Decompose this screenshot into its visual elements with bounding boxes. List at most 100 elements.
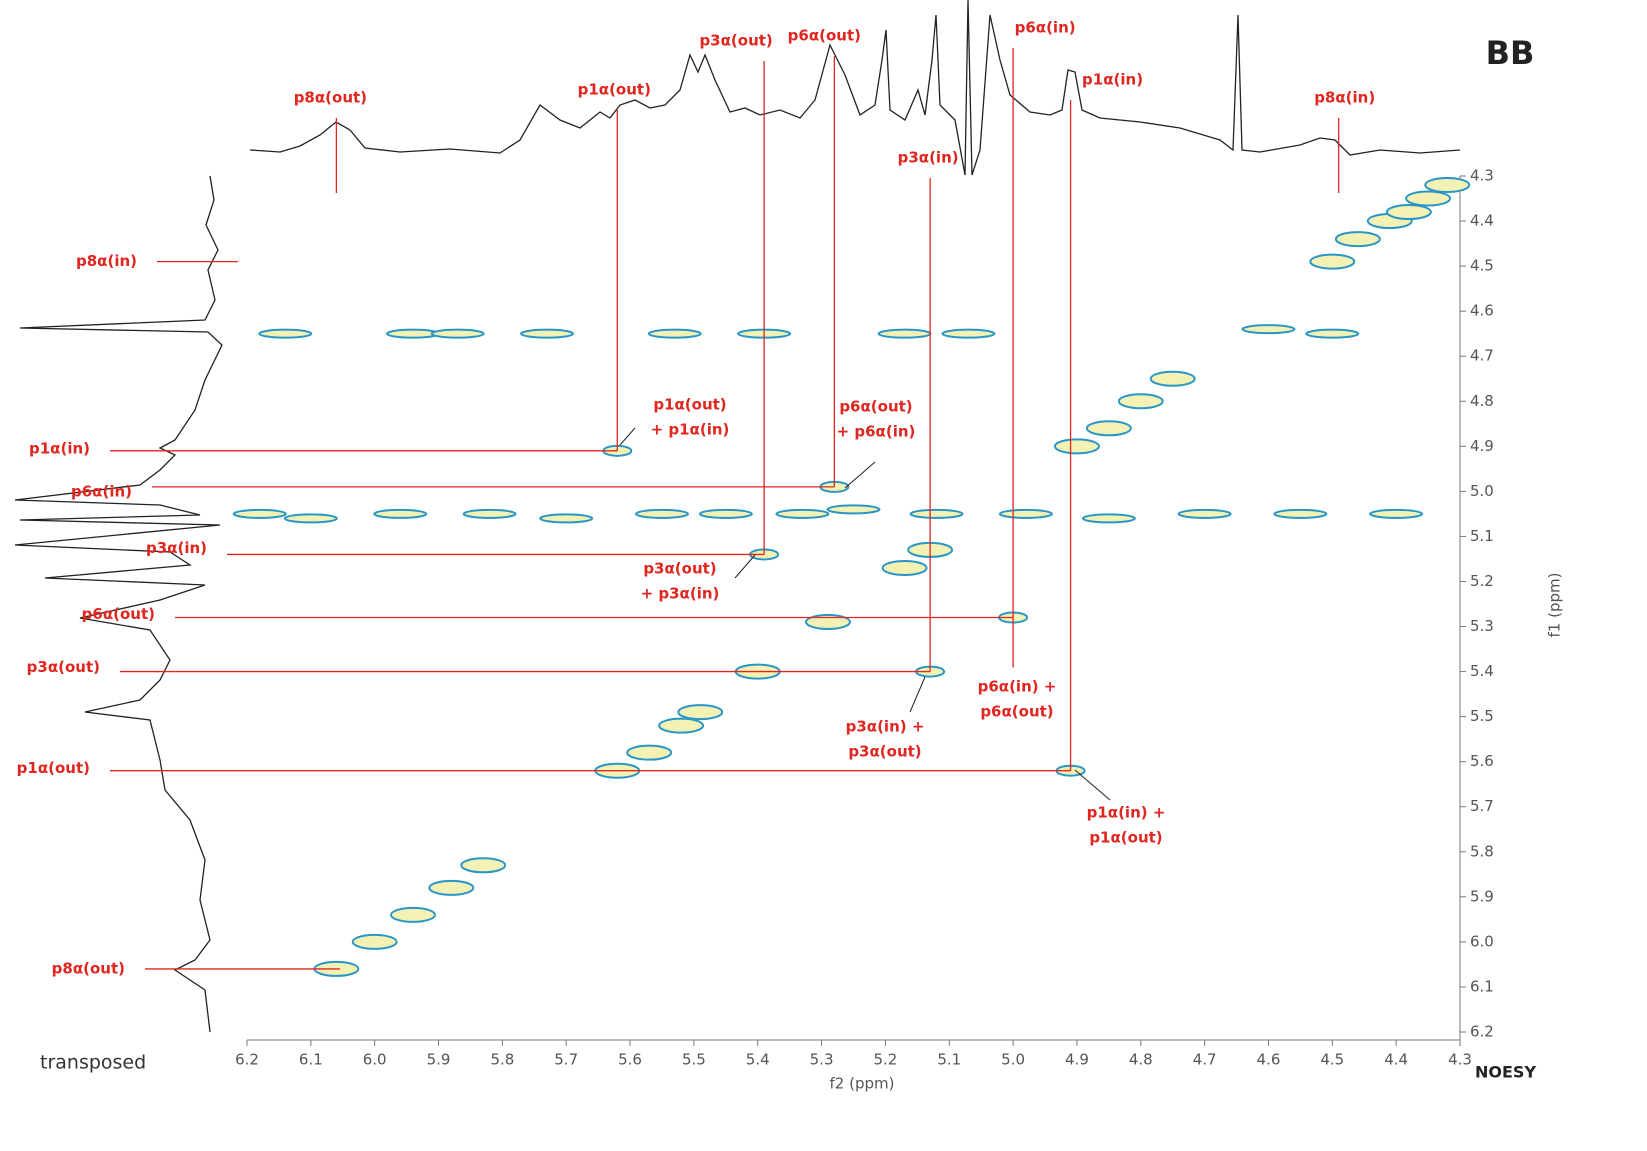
x-tick-label: 6.0 [363, 1051, 387, 1069]
peak [1149, 370, 1196, 387]
peak [1241, 324, 1296, 335]
peak [775, 508, 830, 519]
peak [877, 328, 932, 339]
left-projection [14, 175, 223, 1033]
cross-label: p3α(out) [643, 560, 716, 578]
top-label: p1α(out) [578, 81, 651, 99]
x-tick-label: 5.5 [682, 1051, 706, 1069]
peak [1424, 177, 1471, 194]
peak [826, 504, 881, 515]
peak [1081, 513, 1136, 524]
cross-label: p6α(in) + [978, 678, 1057, 696]
left-label: p6α(out) [82, 605, 155, 623]
x-tick-label: 4.6 [1257, 1051, 1281, 1069]
chart-title: BB [1486, 34, 1535, 72]
y-tick-label: 5.5 [1470, 707, 1494, 725]
x-tick-label: 5.6 [618, 1051, 642, 1069]
peak [1085, 420, 1132, 437]
top-label: p3α(in) [898, 149, 959, 167]
x-tick-label: 5.9 [427, 1051, 451, 1069]
y-tick-label: 4.3 [1470, 167, 1494, 185]
leader [844, 461, 876, 489]
peak [389, 906, 436, 923]
peak [1309, 253, 1356, 270]
peak [373, 508, 428, 519]
cross-label: p6α(out) [980, 703, 1053, 721]
y-tick-label: 4.5 [1470, 257, 1494, 275]
peak [941, 328, 996, 339]
cross-label: p1α(out) [1089, 829, 1162, 847]
leader [734, 554, 756, 579]
peak [677, 704, 724, 721]
peak [520, 328, 575, 339]
y-tick-label: 6.1 [1470, 977, 1494, 995]
x-tick-label: 5.1 [937, 1051, 961, 1069]
top-label: p8α(in) [1314, 89, 1375, 107]
x-tick-label: 4.7 [1193, 1051, 1217, 1069]
peak [804, 614, 851, 631]
corner-label: transposed [40, 1052, 146, 1074]
peak [258, 328, 313, 339]
y-tick-label: 5.4 [1470, 662, 1494, 680]
cross-label: + p3α(in) [641, 585, 720, 603]
peak [1053, 438, 1100, 455]
peak [351, 933, 398, 950]
leader [1074, 769, 1111, 801]
top-label: p6α(out) [788, 27, 861, 45]
y-tick-label: 5.1 [1470, 527, 1494, 545]
y-tick-label: 4.6 [1470, 302, 1494, 320]
cross-label: p6α(out) [839, 398, 912, 416]
corner-label: NOESY [1475, 1063, 1536, 1082]
peak [1177, 508, 1232, 519]
x-tick-label: 4.3 [1448, 1051, 1472, 1069]
x-tick-label: 5.4 [746, 1051, 770, 1069]
y-tick-label: 5.6 [1470, 752, 1494, 770]
left-label: p3α(in) [146, 539, 207, 557]
peak [626, 744, 673, 761]
peak [881, 559, 928, 576]
peak [1334, 231, 1381, 248]
peak [462, 508, 517, 519]
x-tick-label: 4.9 [1065, 1051, 1089, 1069]
peak [232, 508, 287, 519]
y-tick-label: 5.3 [1470, 617, 1494, 635]
x-tick-label: 5.3 [810, 1051, 834, 1069]
peak [998, 508, 1053, 519]
top-label: p8α(out) [294, 89, 367, 107]
peak [698, 508, 753, 519]
y-tick-label: 6.0 [1470, 932, 1494, 950]
y-tick-label: 5.0 [1470, 482, 1494, 500]
peak [658, 717, 705, 734]
cross-label: + p1α(in) [651, 421, 730, 439]
y-tick-label: 4.9 [1470, 437, 1494, 455]
left-label: p3α(out) [27, 658, 100, 676]
left-label: p8α(out) [52, 959, 125, 977]
peak [909, 508, 964, 519]
x-tick-label: 4.4 [1384, 1051, 1408, 1069]
x-tick-label: 4.5 [1320, 1051, 1344, 1069]
leader [909, 676, 926, 713]
y-axis-label: f1 (ppm) [1546, 573, 1564, 638]
cross-label: + p6α(in) [837, 423, 916, 441]
x-tick-label: 5.0 [1001, 1051, 1025, 1069]
cross-label: p3α(in) + [846, 718, 925, 736]
y-tick-label: 4.8 [1470, 392, 1494, 410]
peak [460, 857, 507, 874]
y-tick-label: 5.2 [1470, 572, 1494, 590]
y-tick-label: 5.8 [1470, 842, 1494, 860]
peak [1273, 508, 1328, 519]
left-label: p1α(out) [17, 759, 90, 777]
y-tick-label: 5.7 [1470, 797, 1494, 815]
peak [1405, 190, 1452, 207]
x-tick-label: 5.8 [490, 1051, 514, 1069]
peak [430, 328, 485, 339]
x-tick-label: 4.8 [1129, 1051, 1153, 1069]
cross-label: p1α(out) [653, 396, 726, 414]
peak [428, 879, 475, 896]
leader [619, 427, 636, 446]
x-tick-label: 5.2 [873, 1051, 897, 1069]
peak [1305, 328, 1360, 339]
cross-label: p1α(in) + [1087, 804, 1166, 822]
peak [539, 513, 594, 524]
